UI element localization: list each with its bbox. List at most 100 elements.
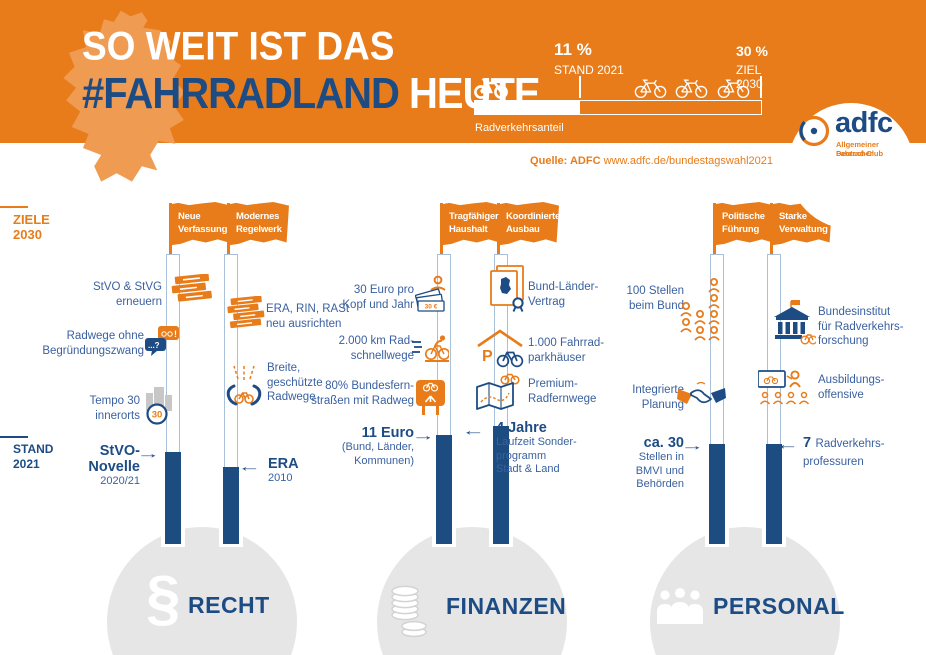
protected-bikelane-icon	[225, 364, 263, 415]
progress-bar	[474, 100, 762, 115]
status-11-euro: 11 Euro (Bund, Länder, Kommunen)	[326, 425, 414, 468]
milestone-label: Premium- Radfernwege	[528, 378, 597, 405]
ziel-value: 30 %	[736, 43, 768, 59]
svg-text:30: 30	[152, 410, 163, 421]
status-value: ERA	[268, 456, 299, 472]
modal-split-progress: 11 % STAND 2021 30 % ZIEL 2030	[474, 40, 774, 140]
adfc-wordmark: adfc	[835, 107, 893, 139]
status-arrow: ←	[461, 423, 486, 438]
milestone-label: ERA, RIN, RASt neu ausrichten	[266, 303, 350, 330]
ziel-caption: ZIEL 2030	[736, 63, 763, 91]
status-value: 4 Jahre	[496, 420, 547, 436]
status-detail: Laufzeit Sonder- programm Stadt & Land	[496, 436, 577, 475]
bicycle-solid-icon	[474, 77, 508, 99]
flag-pole	[440, 203, 443, 256]
milestone-label: Bundesinstitut für Radverkehrs- forschun…	[818, 306, 904, 347]
contract-icon	[488, 265, 527, 317]
training-icon	[757, 368, 816, 411]
federal-institute-icon	[769, 299, 818, 351]
tempo-30-icon: 30	[143, 384, 178, 431]
milestone-label: Ausbildungs- offensive	[818, 374, 885, 401]
thermometer-fill	[223, 466, 239, 544]
highway-sign-icon	[416, 380, 445, 421]
goal-flag-tragfaehiger-haushalt: Tragfähiger Haushalt	[442, 202, 502, 246]
goal-flag-neue-verfassung: Neue Verfassung	[171, 202, 231, 246]
recht-circle	[107, 527, 297, 655]
bike-parking-icon: P	[476, 328, 524, 374]
svg-text:P: P	[482, 348, 493, 365]
milestone-label: 2.000 km Rad- schnellwege	[338, 335, 414, 362]
source-url: www.adfc.de/bundestagswahl2021	[600, 155, 773, 167]
stand-2021-marker: 11 % STAND 2021	[554, 40, 624, 77]
status-stvo-novelle: StVO- Novelle 2020/21	[36, 443, 140, 489]
ziel-tick	[760, 76, 762, 98]
status-arrow: ←	[775, 437, 800, 452]
status-arrow: ←	[237, 459, 262, 474]
status-detail: 2020/21	[100, 475, 140, 487]
stand-value: 11 %	[554, 40, 592, 59]
status-ca-30: ca. 30 Stellen in BMVI und Behörden	[608, 435, 684, 492]
status-era: ERA 2010	[268, 456, 299, 486]
goal-flag-politische-fuehrung: Politische Führung	[715, 202, 775, 246]
adfc-logo: adfc Allgemeiner Deutscher Fahrrad-Club	[788, 103, 914, 229]
status-arrow: →	[136, 446, 161, 461]
milestone-label: Integrierte Planung	[632, 384, 684, 411]
guidelines-books-icon	[226, 295, 268, 335]
svg-text:30 €: 30 €	[425, 304, 438, 311]
staff-group-icon	[676, 276, 724, 347]
thermometer-column	[436, 254, 452, 544]
section-title-finanzen: FINANZEN	[446, 593, 567, 619]
thermometer-fill	[436, 434, 452, 544]
stand-2021-label: STAND 2021	[13, 442, 54, 471]
flag-pole	[713, 203, 716, 256]
speech-bubbles-icon: ! ...?	[145, 326, 179, 363]
status-arrow: →	[680, 438, 705, 453]
status-detail: Stellen in BMVI und Behörden	[635, 451, 684, 490]
milestone-label: Bund-Länder- Vertrag	[528, 281, 599, 308]
goal-flag-modernes-regelwerk: Modernes Regelwerk	[229, 202, 289, 246]
paragraph-icon: §	[146, 564, 181, 633]
ziele-rule	[0, 206, 28, 208]
progress-bar-fill	[475, 101, 580, 114]
handshake-icon	[677, 376, 726, 424]
svg-text:!: !	[174, 329, 177, 339]
section-title-personal: PERSONAL	[713, 593, 845, 619]
milestone-label: 1.000 Fahrrad- parkhäuser	[528, 337, 605, 364]
bicycle-outline-icon	[634, 77, 667, 99]
svg-text:...?: ...?	[148, 341, 160, 350]
fast-cyclist-icon	[412, 334, 451, 367]
status-detail: Radverkehrs- professuren	[803, 438, 885, 468]
coins-icon	[389, 583, 427, 644]
title-hashtag: #FAHRRADLAND	[82, 70, 400, 118]
source-line: Quelle: ADFC www.adfc.de/bundestagswahl2…	[480, 155, 773, 167]
thermometer-fill	[165, 451, 181, 544]
per-capita-money-icon: 30 €	[414, 275, 448, 318]
ziel-2030-marker: 30 % ZIEL 2030	[736, 43, 774, 91]
page-title-line2: #FAHRRADLAND HEUTE	[82, 70, 541, 119]
team-icon	[655, 584, 705, 629]
status-4-jahre: 4 Jahre Laufzeit Sonder- programm Stadt …	[496, 420, 577, 477]
milestone-label: 80% Bundesfern- straßen mit Radweg	[311, 380, 414, 407]
adfc-ring-icon	[796, 113, 832, 149]
source-label: Quelle: ADFC	[530, 155, 601, 167]
milestone-label: Breite, geschützte Radwege	[267, 362, 323, 403]
status-value: 7	[803, 435, 812, 451]
milestone-label: 30 Euro pro Kopf und Jahr	[342, 284, 414, 311]
section-title-recht: RECHT	[188, 592, 270, 618]
progress-axis-label: Radverkehrsanteil	[475, 122, 564, 134]
stand-tick	[579, 76, 581, 98]
adfc-subtitle-2: Fahrrad-Club	[836, 149, 884, 158]
stand-rule	[0, 436, 28, 438]
goal-flag-koordinierter-ausbau: Koordinierter Ausbau	[499, 202, 559, 246]
status-detail: (Bund, Länder, Kommunen)	[341, 441, 414, 467]
ziele-2030-label: ZIELE 2030	[13, 212, 50, 242]
flag-pole	[169, 203, 172, 256]
status-value: StVO- Novelle	[88, 443, 140, 475]
status-7-professuren: 7 Radverkehrs- professuren	[803, 434, 895, 470]
bicycle-outline-icon	[717, 77, 750, 99]
thermometer-fill	[493, 425, 509, 544]
status-detail: 2010	[268, 472, 293, 484]
law-books-icon	[170, 273, 216, 309]
status-arrow: →	[411, 428, 436, 443]
